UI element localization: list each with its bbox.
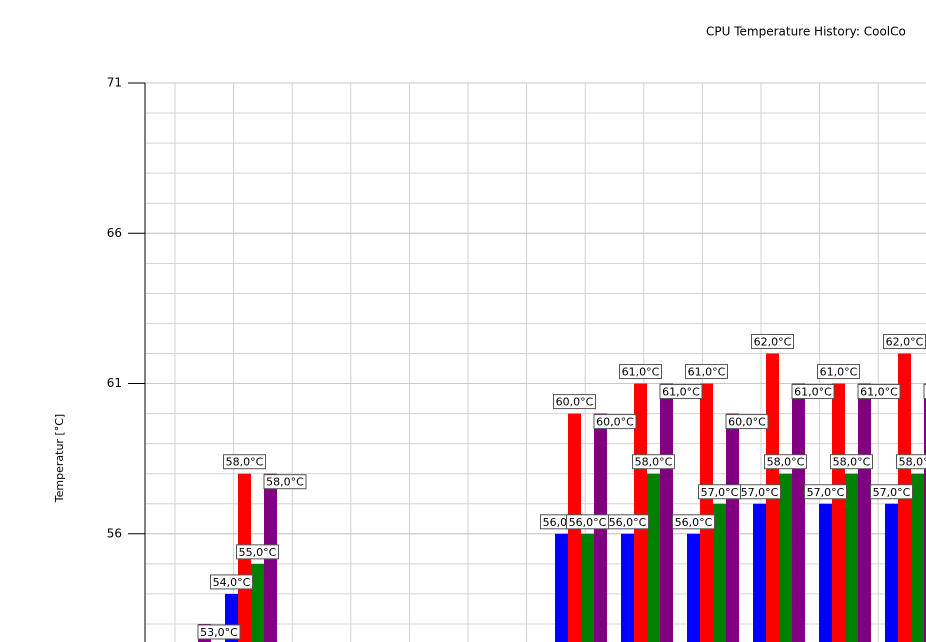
value-label: 56,0°C — [609, 516, 647, 529]
value-label: 60,0°C — [556, 396, 594, 409]
value-label-box — [725, 414, 769, 430]
value-label-box — [566, 514, 609, 530]
bar — [660, 383, 673, 642]
bar — [700, 383, 713, 642]
y-axis-label: Temperatur [°C] — [53, 414, 66, 503]
value-label: 57,0°C — [873, 486, 911, 499]
value-label: 57,0°C — [741, 486, 779, 499]
value-label: 53,0°C — [200, 626, 238, 639]
bar — [779, 473, 792, 642]
chart-title: CPU Temperature History: CoolCo — [706, 25, 906, 39]
value-label: 61,0°C — [820, 366, 858, 379]
value-label: 61,0°C — [794, 386, 832, 399]
value-label: 54,0°C — [213, 576, 251, 589]
value-label-box — [791, 384, 835, 400]
value-label-box — [223, 454, 266, 470]
value-label: 58,0°C — [833, 456, 871, 469]
bar — [555, 533, 568, 642]
bar — [924, 383, 926, 642]
value-label-box — [593, 414, 637, 430]
bar — [687, 533, 700, 642]
bar — [634, 383, 647, 642]
bar — [819, 503, 832, 642]
value-label: 58,0°C — [635, 456, 673, 469]
bar — [753, 503, 766, 642]
value-label: 58,0°C — [899, 456, 926, 469]
value-label-box — [632, 454, 675, 470]
value-label-box — [672, 514, 715, 530]
bar — [792, 383, 805, 642]
value-label-box — [210, 574, 253, 590]
value-label-box — [896, 454, 926, 470]
value-label-box — [830, 454, 873, 470]
value-label-box — [619, 364, 662, 380]
bar — [713, 503, 726, 642]
value-label-box — [764, 454, 807, 470]
value-label: 56,0°C — [675, 516, 713, 529]
value-label: 62,0°C — [886, 335, 924, 348]
value-label: 58,0°C — [226, 456, 264, 469]
value-label: 58,0°C — [266, 476, 304, 489]
value-label-box — [263, 474, 307, 490]
y-tick-label: 56 — [107, 526, 122, 540]
y-tick-label: 71 — [107, 76, 122, 90]
value-label: 61,0°C — [860, 386, 898, 399]
value-label: 55,0°C — [239, 546, 277, 559]
y-tick-label: 61 — [107, 376, 122, 390]
value-label: 61,0°C — [622, 366, 660, 379]
bar — [581, 533, 594, 642]
bar — [726, 413, 739, 642]
value-label-box — [923, 384, 926, 400]
value-label-box — [870, 484, 913, 500]
value-label-box — [685, 364, 728, 380]
value-label-box — [236, 544, 279, 560]
bar — [911, 473, 924, 642]
value-label: 60,0°C — [728, 416, 766, 429]
value-label-box — [553, 394, 596, 410]
value-label-box — [751, 333, 794, 349]
bar — [845, 473, 858, 642]
value-label-box — [817, 364, 860, 380]
value-label-box — [804, 484, 847, 500]
bar — [885, 503, 898, 642]
value-label: 58,0°C — [767, 456, 805, 469]
value-label: 62,0°C — [754, 335, 792, 348]
bar — [621, 533, 634, 642]
value-label-box — [857, 384, 901, 400]
value-label: 57,0°C — [701, 486, 739, 499]
value-label: 57,0°C — [807, 486, 845, 499]
value-label: 60,0°C — [596, 416, 634, 429]
value-label-box — [698, 484, 741, 500]
bar — [832, 383, 845, 642]
bar — [647, 473, 660, 642]
value-label: 61,0°C — [662, 386, 700, 399]
value-label: 61,0°C — [688, 366, 726, 379]
bar — [251, 563, 264, 642]
bar — [858, 383, 871, 642]
value-label-box — [197, 624, 241, 640]
y-tick-label: 66 — [107, 226, 122, 240]
value-label: 56,0°C — [569, 516, 607, 529]
value-label-box — [659, 384, 703, 400]
